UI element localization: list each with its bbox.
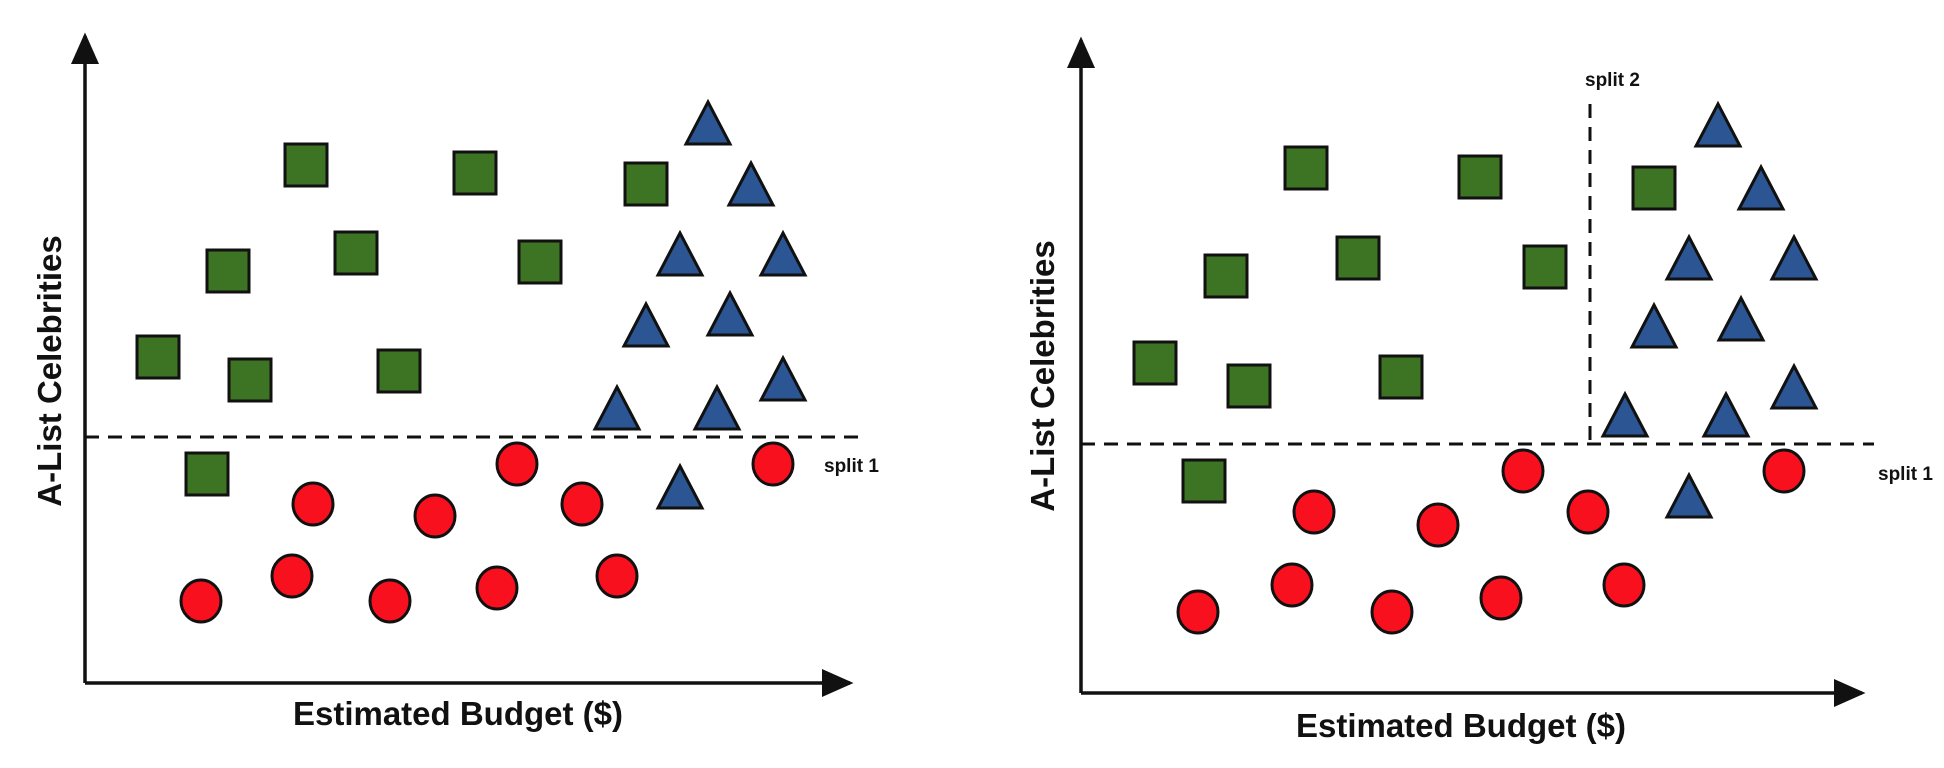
circle-marker — [560, 481, 604, 527]
markers — [135, 98, 808, 624]
triangle-marker — [592, 383, 642, 431]
triangle-marker — [1769, 362, 1819, 410]
square-marker — [184, 451, 230, 497]
circle-marker — [179, 578, 223, 624]
triangle-marker — [1769, 233, 1819, 281]
circle-marker — [270, 553, 314, 599]
square-marker — [333, 230, 379, 276]
triangle-marker — [683, 98, 733, 146]
square-marker — [517, 239, 563, 285]
square-marker — [283, 142, 329, 188]
triangle-marker — [1664, 471, 1714, 519]
circle-marker — [1416, 502, 1460, 548]
markers — [1132, 100, 1819, 635]
square-marker — [135, 334, 181, 380]
circle-marker — [1762, 448, 1806, 494]
circle-marker — [1176, 589, 1220, 635]
circle-marker — [1370, 589, 1414, 635]
triangle-marker — [726, 159, 776, 207]
triangle-marker — [1693, 100, 1743, 148]
circle-marker — [495, 441, 539, 487]
triangle-marker — [621, 300, 671, 348]
y-axis-label: A-List Celebrities — [31, 235, 68, 506]
circle-marker — [751, 441, 795, 487]
circle-marker — [291, 481, 335, 527]
triangle-marker — [692, 383, 742, 431]
split-2-label: split 2 — [1585, 70, 1640, 91]
triangle-marker — [1716, 294, 1766, 342]
right-panel: split 1 split 2 Estimated Budget ($) A-L… — [1024, 36, 1933, 744]
circle-marker — [1292, 489, 1336, 535]
circle-marker — [1501, 448, 1545, 494]
circle-marker — [1602, 562, 1646, 608]
square-marker — [1181, 458, 1227, 504]
x-axis-label: Estimated Budget ($) — [1296, 707, 1626, 744]
square-marker — [1378, 354, 1424, 400]
triangle-marker — [1629, 301, 1679, 349]
x-axis-label: Estimated Budget ($) — [293, 695, 623, 732]
triangle-marker — [1664, 233, 1714, 281]
square-marker — [205, 248, 251, 294]
triangle-marker — [705, 289, 755, 337]
left-panel: split 1 Estimated Budget ($) A-List Cele… — [31, 32, 879, 732]
triangle-marker — [655, 462, 705, 510]
circle-marker — [1566, 489, 1610, 535]
square-marker — [1203, 253, 1249, 299]
split-1-label: split 1 — [1878, 464, 1933, 485]
circle-marker — [1479, 575, 1523, 621]
square-marker — [1522, 244, 1568, 290]
triangle-marker — [655, 229, 705, 277]
square-marker — [227, 357, 273, 403]
circle-marker — [1270, 562, 1314, 608]
square-marker — [452, 150, 498, 196]
triangle-marker — [1701, 390, 1751, 438]
triangle-marker — [758, 229, 808, 277]
square-marker — [1132, 340, 1178, 386]
square-marker — [1226, 363, 1272, 409]
triangle-marker — [1736, 163, 1786, 211]
triangle-marker — [1600, 390, 1650, 438]
square-marker — [1335, 235, 1381, 281]
circle-marker — [595, 553, 639, 599]
circle-marker — [368, 578, 412, 624]
triangle-marker — [758, 354, 808, 402]
square-marker — [1283, 145, 1329, 191]
square-marker — [1457, 154, 1503, 200]
square-marker — [376, 348, 422, 394]
y-axis-label: A-List Celebrities — [1024, 240, 1061, 511]
square-marker — [1631, 165, 1677, 211]
square-marker — [623, 161, 669, 207]
circle-marker — [475, 565, 519, 611]
split-1-label: split 1 — [824, 456, 879, 477]
circle-marker — [413, 493, 457, 539]
